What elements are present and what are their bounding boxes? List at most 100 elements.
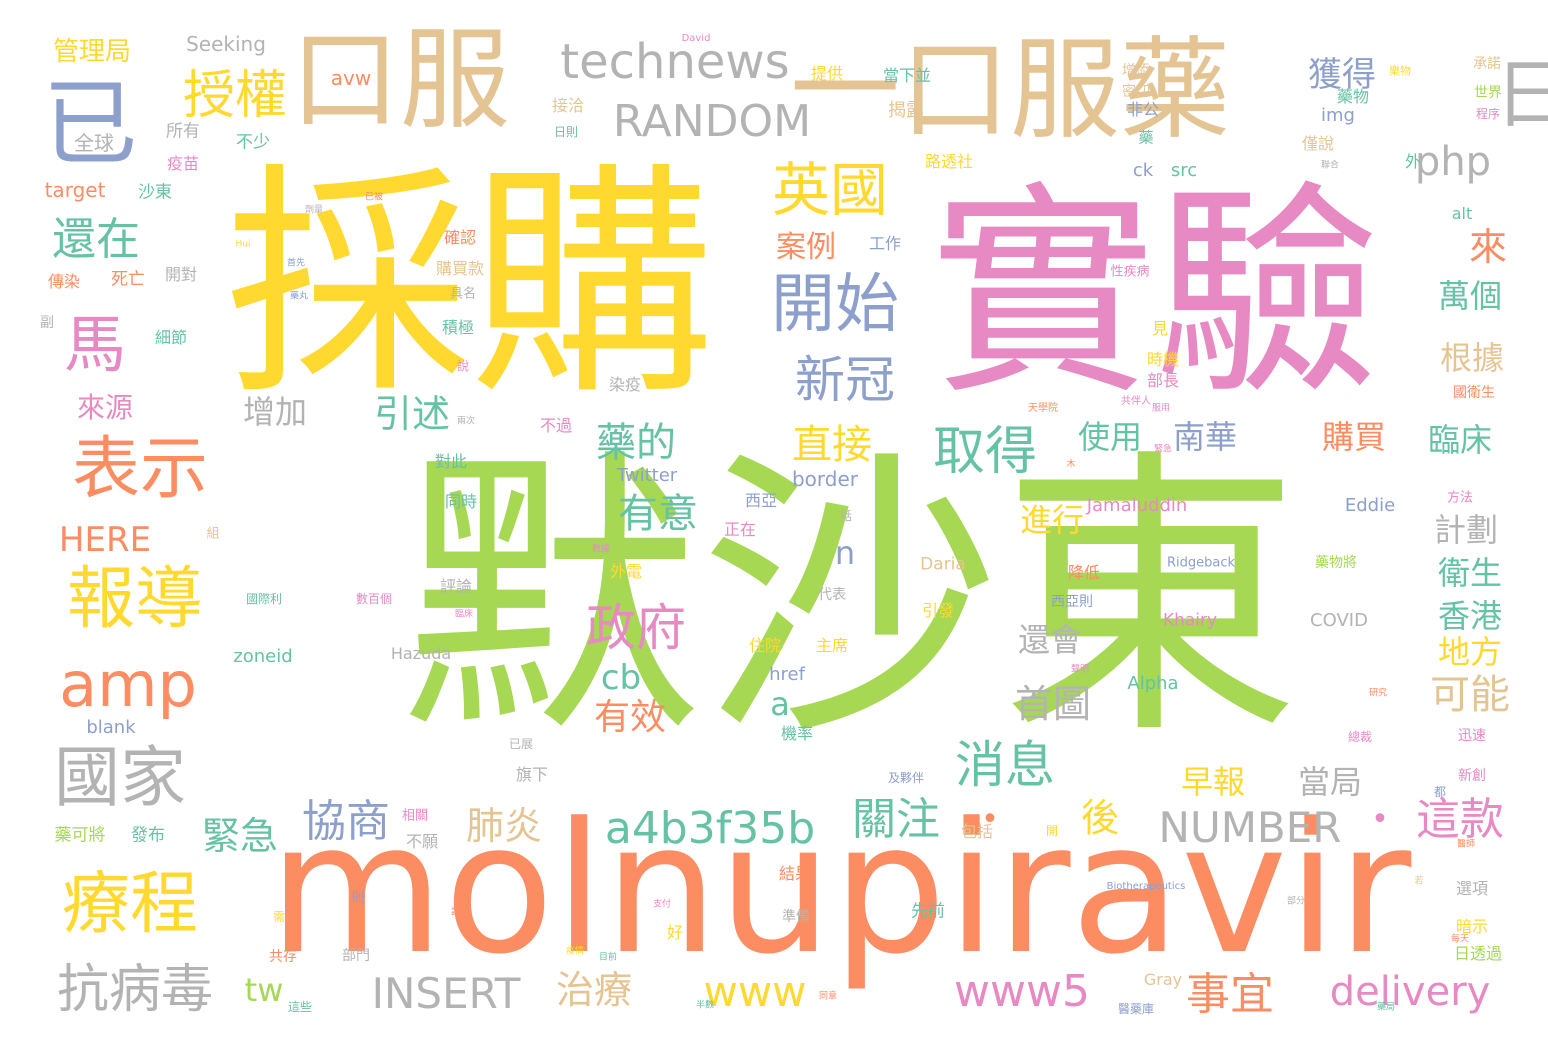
word-78: 不少 (236, 132, 270, 153)
word-37: php (1414, 139, 1492, 185)
word-84: 開對 (164, 265, 198, 284)
word-171: 共伴人 (1121, 396, 1151, 407)
word-31: 這款 (1416, 794, 1504, 845)
word-27: 關注 (852, 794, 940, 845)
word-105: Jamaluddin (1086, 495, 1188, 516)
word-64: 根據 (1439, 339, 1505, 377)
word-140: 旗下 (515, 765, 549, 784)
word-8: 表示 (71, 430, 209, 509)
word-92: 路透社 (924, 152, 974, 171)
word-160: 數百個 (355, 592, 393, 606)
word-151: 選項 (1455, 879, 1489, 898)
word-69: 地方 (1437, 633, 1503, 671)
word-14: 馬 (63, 308, 127, 381)
word-9: 報導 (66, 560, 204, 639)
word-51: 緊急 (201, 814, 279, 858)
word-60: 早報 (1180, 763, 1246, 801)
word-2: 實驗 (930, 163, 1380, 426)
word-141: 迅速 (1458, 728, 1486, 744)
word-57: 南華 (1172, 418, 1238, 456)
word-0: 默沙東 (400, 425, 1300, 774)
word-63: tw (244, 971, 284, 1009)
word-115: 承諾 (1473, 56, 1501, 72)
word-88: 提供 (810, 64, 844, 83)
word-94: 工作 (868, 234, 902, 253)
word-43: 肺炎 (465, 804, 543, 848)
word-35: delivery (1329, 969, 1491, 1015)
word-195: Hui (235, 239, 251, 250)
word-61: 當局 (1297, 763, 1363, 801)
word-23: RANDOM (612, 96, 812, 147)
word-80: 沙東 (138, 182, 172, 203)
word-5: 一口服藥 (790, 26, 1230, 154)
word-193: 研究 (1368, 688, 1388, 699)
word-124: Daria (920, 554, 966, 575)
word-189: 疫情 (565, 946, 585, 957)
word-134: Khairy (1162, 610, 1218, 631)
word-187: 總裁 (1347, 730, 1373, 744)
word-194: 藥丸 (289, 291, 309, 302)
word-97: 染疫 (608, 375, 642, 394)
word-91: 接洽 (551, 96, 585, 115)
word-39: 直接 (792, 422, 872, 468)
word-173: 方法 (1446, 490, 1474, 506)
word-77: 所有 (166, 121, 200, 142)
word-182: 及夥伴 (887, 771, 925, 785)
word-190: 兩次 (456, 416, 476, 427)
word-131: Hazuda (390, 644, 452, 663)
word-22: 消息 (955, 736, 1055, 794)
word-68: 香港 (1437, 597, 1503, 635)
word-70: n (834, 534, 856, 572)
word-26: 協商 (302, 796, 390, 847)
word-56: 使用 (1077, 418, 1143, 456)
word-117: 外 (1404, 152, 1422, 171)
word-30: • (1371, 802, 1389, 837)
word-125: 引發 (921, 601, 955, 620)
word-47: HERE (58, 520, 152, 560)
word-102: border (791, 467, 859, 491)
word-156: 好 (666, 923, 684, 942)
word-32: 事宜 (1186, 969, 1274, 1020)
word-29: NUMBER (1158, 803, 1342, 852)
word-155: 部門 (342, 948, 370, 964)
word-154: 共存 (269, 949, 297, 965)
word-93: 確認 (443, 228, 477, 247)
word-106: Eddie (1344, 495, 1396, 516)
word-132: 住院 (748, 636, 782, 655)
word-36: www (703, 967, 807, 1016)
word-145: 相關 (401, 808, 429, 824)
word-146: 不願 (405, 832, 439, 851)
word-96: 積極 (441, 318, 475, 337)
word-25: a4b3f35b (604, 803, 816, 854)
word-163: 已展 (508, 737, 534, 751)
word-176: 組 (206, 526, 220, 542)
word-118: 見 (1151, 319, 1169, 338)
word-181: 需 (272, 910, 286, 924)
word-201: 藥局 (1376, 1002, 1396, 1013)
word-44: 後 (1080, 796, 1120, 840)
word-85: 副 (40, 315, 54, 331)
word-137: Alpha (1127, 673, 1179, 694)
word-130: zoneid (233, 646, 293, 667)
word-138: blank (86, 717, 136, 738)
word-99: 對此 (434, 452, 468, 471)
word-129: Ridgeback (1166, 555, 1236, 571)
word-83: 死亡 (111, 269, 145, 290)
word-123: 評論 (439, 577, 473, 596)
word-3: molnupiravir (268, 785, 1412, 994)
word-196: 聯合 (1320, 160, 1340, 171)
word-111: 僅說 (1301, 134, 1335, 153)
word-1: 採購 (225, 142, 715, 428)
word-49: 有效 (593, 697, 667, 738)
word-198: 醫師 (1456, 839, 1476, 850)
word-204: 半數 (695, 1000, 715, 1011)
word-109: 非公 (1126, 100, 1160, 119)
word-20: 政府 (586, 599, 686, 657)
word-16: 授權 (182, 66, 288, 126)
word-185: 臨床 (454, 609, 474, 620)
word-208: 若 (1414, 876, 1424, 887)
word-55: 購買 (1321, 418, 1387, 456)
word-12: 開始 (771, 268, 899, 342)
word-75: avw (330, 66, 372, 90)
